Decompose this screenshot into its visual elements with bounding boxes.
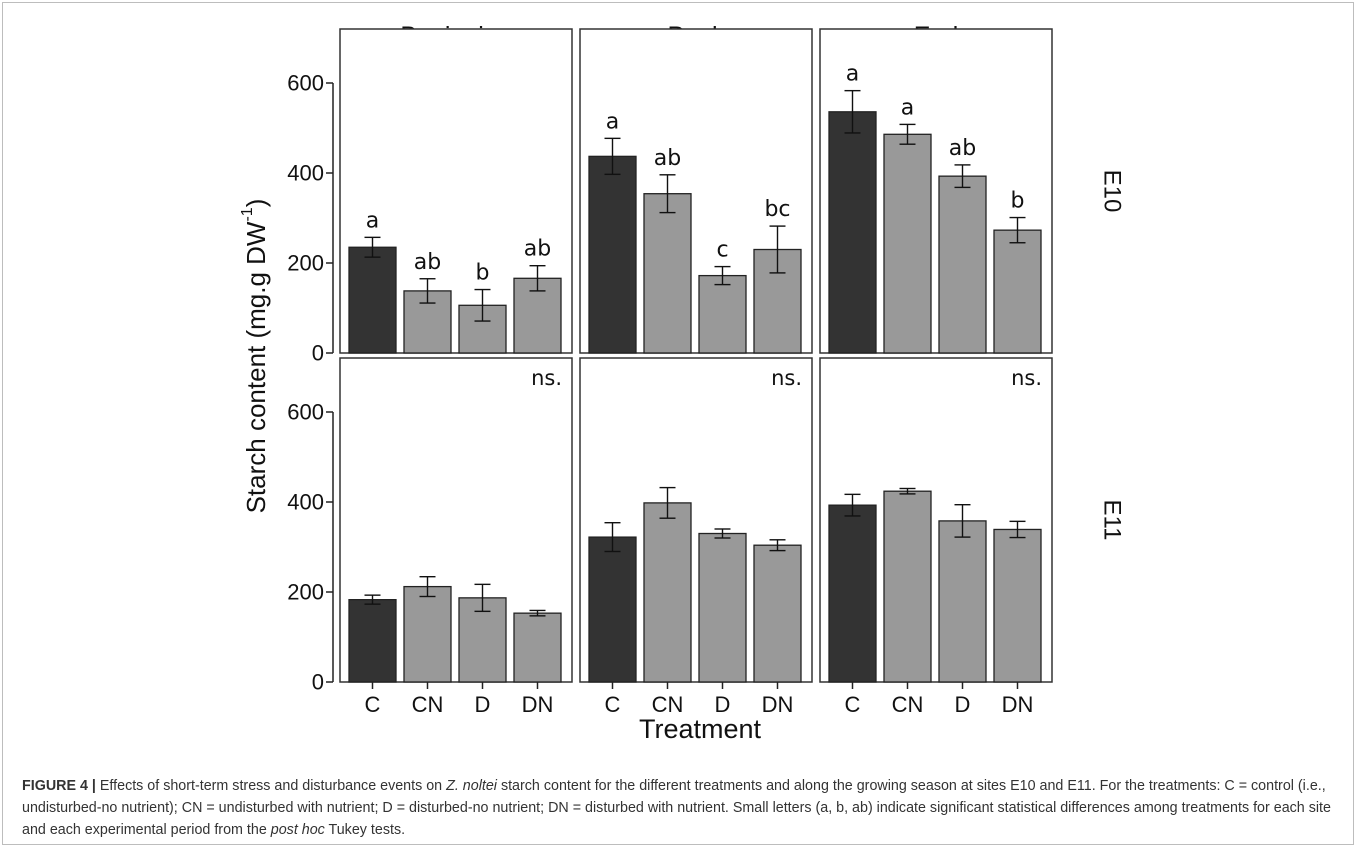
bar-e10-beginning-cn — [403, 290, 452, 354]
strip-label-e10: E10 — [1099, 170, 1126, 213]
sig-letter-e10-peak-cn: ab — [654, 146, 681, 171]
x-tick-label-peak-cn: CN — [652, 692, 684, 717]
sig-letter-e10-peak-dn: bc — [764, 197, 790, 222]
ns-note-e11-peak: ns. — [771, 366, 802, 390]
y-tick-label-e11-200: 200 — [287, 580, 324, 605]
y-tick-label-e11-400: 400 — [287, 490, 324, 515]
y-axis-title-main: Starch content (mg.g DW — [241, 221, 271, 513]
y-axis-title-close: ) — [241, 199, 271, 208]
bar-e11-beginning-c — [348, 599, 397, 683]
bar-e10-end-cn — [883, 133, 932, 354]
caption-species: Z. noltei — [446, 778, 497, 794]
ns-note-e11-end: ns. — [1011, 366, 1042, 390]
ns-note-e11-beginning: ns. — [531, 366, 562, 390]
x-tick-label-end-dn: DN — [1002, 692, 1034, 717]
sig-letter-e10-beginning-d: b — [476, 261, 490, 286]
caption-posthoc: post hoc — [270, 822, 325, 838]
bar-e10-end-dn — [993, 229, 1042, 354]
bar-e11-end-d — [938, 520, 987, 683]
y-axis-title: Starch content (mg.g DW-1) — [239, 199, 272, 514]
sig-letter-e10-peak-c: a — [606, 109, 619, 134]
x-tick-label-peak-dn: DN — [762, 692, 794, 717]
y-tick-label-e10-200: 200 — [287, 251, 324, 276]
x-tick-label-beginning-cn: CN — [412, 692, 444, 717]
x-tick-label-beginning-dn: DN — [522, 692, 554, 717]
bar-e10-peak-c — [588, 155, 637, 354]
y-tick-label-e11-0: 0 — [312, 670, 324, 695]
bar-e11-beginning-cn — [403, 585, 452, 683]
x-tick-label-beginning-d: D — [475, 692, 491, 717]
bar-e10-end-d — [938, 175, 987, 354]
x-tick-label-end-cn: CN — [892, 692, 924, 717]
y-tick-label-e10-0: 0 — [312, 341, 324, 366]
bar-e11-end-cn — [883, 490, 932, 683]
bar-e11-end-c — [828, 504, 877, 683]
bar-e11-peak-dn — [753, 544, 802, 683]
caption-text-1: Effects of short-term stress and disturb… — [99, 778, 447, 794]
y-tick-label-e11-600: 600 — [287, 400, 324, 425]
bar-e10-end-c — [828, 111, 877, 354]
x-axis-title: Treatment — [639, 714, 762, 744]
bar-e10-beginning-c — [348, 246, 397, 354]
bar-e11-end-dn — [993, 528, 1042, 683]
caption-text-2: starch content for the different treatme… — [22, 778, 1331, 838]
x-tick-label-peak-c: C — [605, 692, 621, 717]
bar-e10-peak-cn — [643, 193, 692, 354]
figure-label-separator: | — [87, 778, 100, 794]
y-axis-title-superscript: -1 — [239, 207, 256, 221]
x-tick-label-end-d: D — [955, 692, 971, 717]
bar-e11-beginning-dn — [513, 612, 562, 683]
sig-letter-e10-end-dn: b — [1011, 189, 1025, 214]
bar-e11-peak-d — [698, 532, 747, 683]
figure-label: FIGURE 4 — [22, 778, 88, 794]
sig-letter-e10-peak-d: c — [716, 238, 728, 263]
faceted-bar-chart: BeginningPeakEndE10E11020040060002004006… — [239, 22, 1126, 744]
figure-caption: FIGURE 4 | Effects of short-term stress … — [22, 775, 1342, 841]
bar-e10-peak-d — [698, 274, 747, 354]
sig-letter-e10-end-cn: a — [901, 95, 914, 120]
x-tick-label-end-c: C — [845, 692, 861, 717]
sig-letter-e10-beginning-cn: ab — [414, 250, 441, 275]
sig-letter-e10-end-c: a — [846, 62, 859, 87]
x-tick-label-beginning-c: C — [365, 692, 381, 717]
sig-letter-e10-beginning-c: a — [366, 208, 379, 233]
caption-text-3: Tukey tests. — [324, 822, 406, 838]
strip-label-e11: E11 — [1099, 500, 1126, 541]
sig-letter-e10-end-d: ab — [949, 136, 976, 161]
y-tick-label-e10-400: 400 — [287, 161, 324, 186]
bar-e11-peak-c — [588, 536, 637, 683]
bar-e11-peak-cn — [643, 502, 692, 683]
x-tick-label-peak-d: D — [715, 692, 731, 717]
y-tick-label-e10-600: 600 — [287, 71, 324, 96]
sig-letter-e10-beginning-dn: ab — [524, 237, 551, 262]
